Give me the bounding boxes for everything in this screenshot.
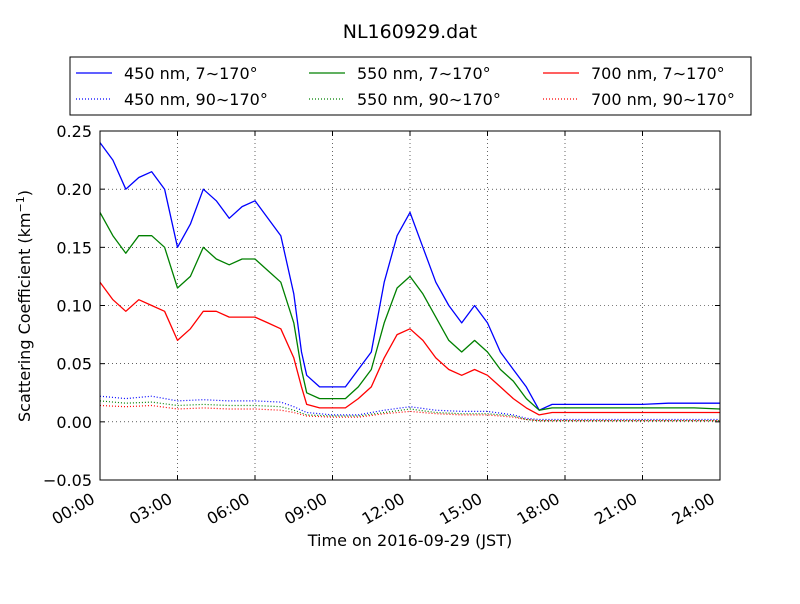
- x-tick-label: 09:00: [281, 489, 330, 529]
- x-tick-label: 00:00: [49, 489, 98, 529]
- y-axis-label-main: Scattering Coefficient (km: [15, 212, 34, 422]
- x-tick-label: 15:00: [436, 489, 485, 529]
- y-tick-label: 0.10: [56, 297, 92, 316]
- legend: 450 nm, 7∼170° 550 nm, 7∼170° 700 nm, 7∼17…: [76, 64, 735, 109]
- series-layer: [99, 142, 721, 422]
- legend-box: [69, 56, 752, 116]
- y-axis-label-superscript: −1: [14, 196, 27, 212]
- x-tick-label: 06:00: [204, 489, 253, 529]
- legend-label: 550 nm, 7∼170°: [357, 64, 491, 83]
- y-tick-label: −0.05: [43, 471, 92, 490]
- legend-label: 700 nm, 7∼170°: [591, 64, 725, 83]
- axis-ticks: 00:00 03:00 06:00 09:00 12:00 15:00 18:00 21:00…: [43, 122, 721, 529]
- y-axis-label-close: ): [15, 190, 34, 196]
- y-tick-label: 0.00: [56, 413, 92, 432]
- series-450nm-7-170-line: [99, 142, 720, 411]
- series-700nm-90-170-line: [99, 404, 720, 422]
- chart-title: NL160929.dat: [343, 21, 478, 43]
- x-axis-label: Time on 2016-09-29 (JST): [307, 531, 512, 550]
- y-axis-label: Scattering Coefficient (km−1): [14, 190, 34, 422]
- y-tick-label: 0.15: [56, 238, 92, 257]
- x-tick-label: 24:00: [669, 489, 718, 529]
- y-tick-label: 0.20: [56, 180, 92, 199]
- series-550nm-90-170-line: [99, 400, 720, 422]
- x-tick-label: 12:00: [359, 489, 408, 529]
- legend-label: 550 nm, 90∼170°: [357, 90, 501, 109]
- x-tick-label: 03:00: [126, 489, 175, 529]
- legend-label: 700 nm, 90∼170°: [591, 90, 735, 109]
- legend-label: 450 nm, 90∼170°: [124, 90, 268, 109]
- y-tick-label: 0.05: [56, 355, 92, 374]
- x-tick-label: 18:00: [514, 489, 563, 529]
- series-700nm-7-170-line: [99, 281, 720, 416]
- grid: [100, 131, 720, 480]
- x-tick-label: 21:00: [591, 489, 640, 529]
- series-550nm-7-170-line: [99, 212, 721, 411]
- legend-label: 450 nm, 7∼170°: [124, 64, 258, 83]
- y-tick-label: 0.25: [56, 122, 92, 141]
- series-450nm-90-170-line: [99, 395, 720, 421]
